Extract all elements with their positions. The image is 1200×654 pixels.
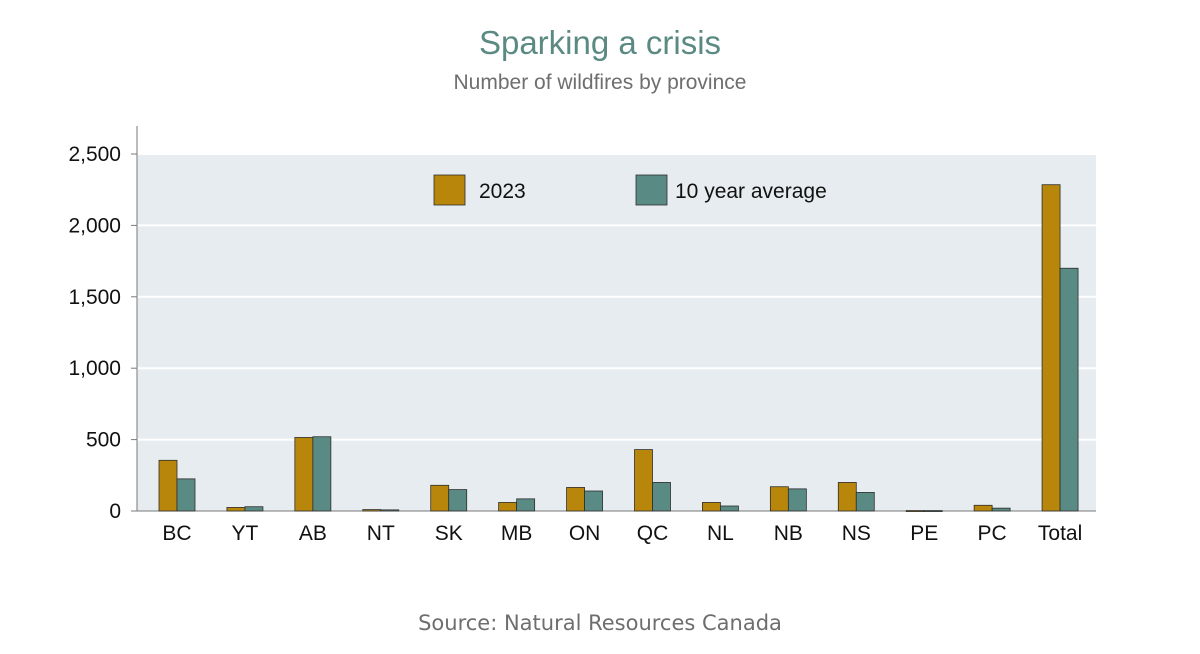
y-tick-label: 2,000 <box>68 214 121 237</box>
x-tick-label: NS <box>842 522 871 545</box>
y-tick-label: 1,500 <box>68 286 121 309</box>
bar-10yr-avg-pc <box>991 507 1011 512</box>
y-tick-label: 500 <box>86 429 121 452</box>
y-tick-label: 0 <box>109 500 121 523</box>
bar-2023-pc <box>973 504 993 512</box>
bar-2023-bc <box>158 459 178 512</box>
bar-2023-ns <box>837 482 857 512</box>
chart-subtitle: Number of wildfires by province <box>453 71 747 94</box>
y-tick-label: 2,500 <box>68 143 121 166</box>
bar-10yr-avg-nt <box>380 509 400 512</box>
bar-10yr-avg-nl <box>720 505 739 512</box>
bar-10yr-avg-on <box>584 490 603 512</box>
x-tick-label: YT <box>232 522 259 545</box>
bar-10yr-avg-ns <box>855 492 875 512</box>
bar-2023-on <box>566 487 585 512</box>
bar-10yr-avg-yt <box>244 506 264 512</box>
bar-2023-total <box>1041 184 1061 512</box>
source-note: Source: Natural Resources Canada <box>418 611 782 635</box>
x-tick-label: NT <box>367 522 395 545</box>
bar-2023-mb <box>498 502 518 512</box>
bar-10yr-avg-sk <box>448 489 468 512</box>
x-tick-label: PC <box>978 522 1007 545</box>
x-tick-label: ON <box>569 522 601 545</box>
x-tick-label: SK <box>435 522 463 545</box>
bar-2023-sk <box>430 484 450 512</box>
plot-background <box>137 154 1096 511</box>
bar-10yr-avg-qc <box>652 482 671 512</box>
bar-10yr-avg-mb <box>516 498 536 512</box>
legend-label-2023: 2023 <box>479 180 526 203</box>
bar-2023-nb <box>769 486 789 512</box>
bar-2023-nt <box>362 509 382 512</box>
legend-label-10yr-avg: 10 year average <box>675 180 827 203</box>
bar-10yr-avg-ab <box>312 436 332 512</box>
x-tick-label: BC <box>162 522 191 545</box>
x-tick-label: PE <box>910 522 938 545</box>
bar-2023-yt <box>226 507 246 512</box>
bar-2023-nl <box>702 502 721 512</box>
bar-10yr-avg-pe <box>923 510 943 512</box>
bar-10yr-avg-total <box>1059 267 1079 512</box>
y-tick-label: 1,000 <box>68 357 121 380</box>
x-tick-label: AB <box>299 522 327 545</box>
x-tick-label: NL <box>707 522 734 545</box>
legend-swatch-2023 <box>433 174 466 206</box>
bar-2023-qc <box>634 449 653 512</box>
x-tick-label: QC <box>637 522 669 545</box>
bar-10yr-avg-bc <box>176 478 196 512</box>
bar-10yr-avg-nb <box>787 488 807 512</box>
chart-title: Sparking a crisis <box>478 24 722 61</box>
bar-2023-ab <box>294 437 314 512</box>
legend-swatch-10yr-avg <box>635 174 668 206</box>
bar-2023-pe <box>905 510 925 512</box>
x-tick-label: NB <box>774 522 803 545</box>
x-tick-label: MB <box>501 522 533 545</box>
x-tick-label: Total <box>1038 522 1082 545</box>
